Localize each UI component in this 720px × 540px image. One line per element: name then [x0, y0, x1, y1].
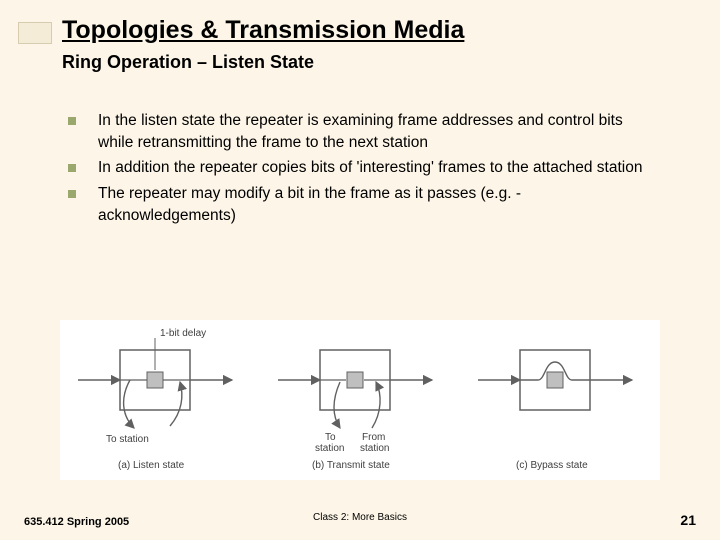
panel-c-caption: (c) Bypass state — [516, 460, 588, 471]
bullet-text: The repeater may modify a bit in the fra… — [98, 183, 658, 226]
bullet-icon — [68, 190, 76, 198]
slide-subtitle: Ring Operation – Listen State — [62, 52, 314, 73]
state-diagram-svg: 1-bit delay To station (a) Listen state … — [60, 320, 660, 480]
station-label-1: station — [315, 443, 344, 454]
to-label: To — [325, 432, 336, 443]
list-item: In addition the repeater copies bits of … — [68, 157, 658, 179]
station-label-2: station — [360, 443, 389, 454]
bullet-text: In the listen state the repeater is exam… — [98, 110, 658, 153]
diagram: 1-bit delay To station (a) Listen state … — [60, 320, 660, 480]
bullet-icon — [68, 117, 76, 125]
bullet-icon — [68, 164, 76, 172]
delay-label: 1-bit delay — [160, 328, 206, 339]
list-item: The repeater may modify a bit in the fra… — [68, 183, 658, 226]
list-item: In the listen state the repeater is exam… — [68, 110, 658, 153]
accent-bar — [18, 22, 52, 44]
panel-b-caption: (b) Transmit state — [312, 460, 390, 471]
footer: 635.412 Spring 2005 Class 2: More Basics… — [0, 512, 720, 528]
slide-number: 21 — [680, 512, 696, 528]
bullet-text: In addition the repeater copies bits of … — [98, 157, 642, 179]
panel-a-caption: (a) Listen state — [118, 460, 185, 471]
to-station-label: To station — [106, 434, 149, 445]
footer-center: Class 2: More Basics — [313, 512, 407, 523]
bullet-list: In the listen state the repeater is exam… — [68, 110, 658, 230]
from-label: From — [362, 432, 385, 443]
slide-title: Topologies & Transmission Media — [62, 16, 464, 45]
footer-left: 635.412 Spring 2005 — [24, 516, 129, 528]
